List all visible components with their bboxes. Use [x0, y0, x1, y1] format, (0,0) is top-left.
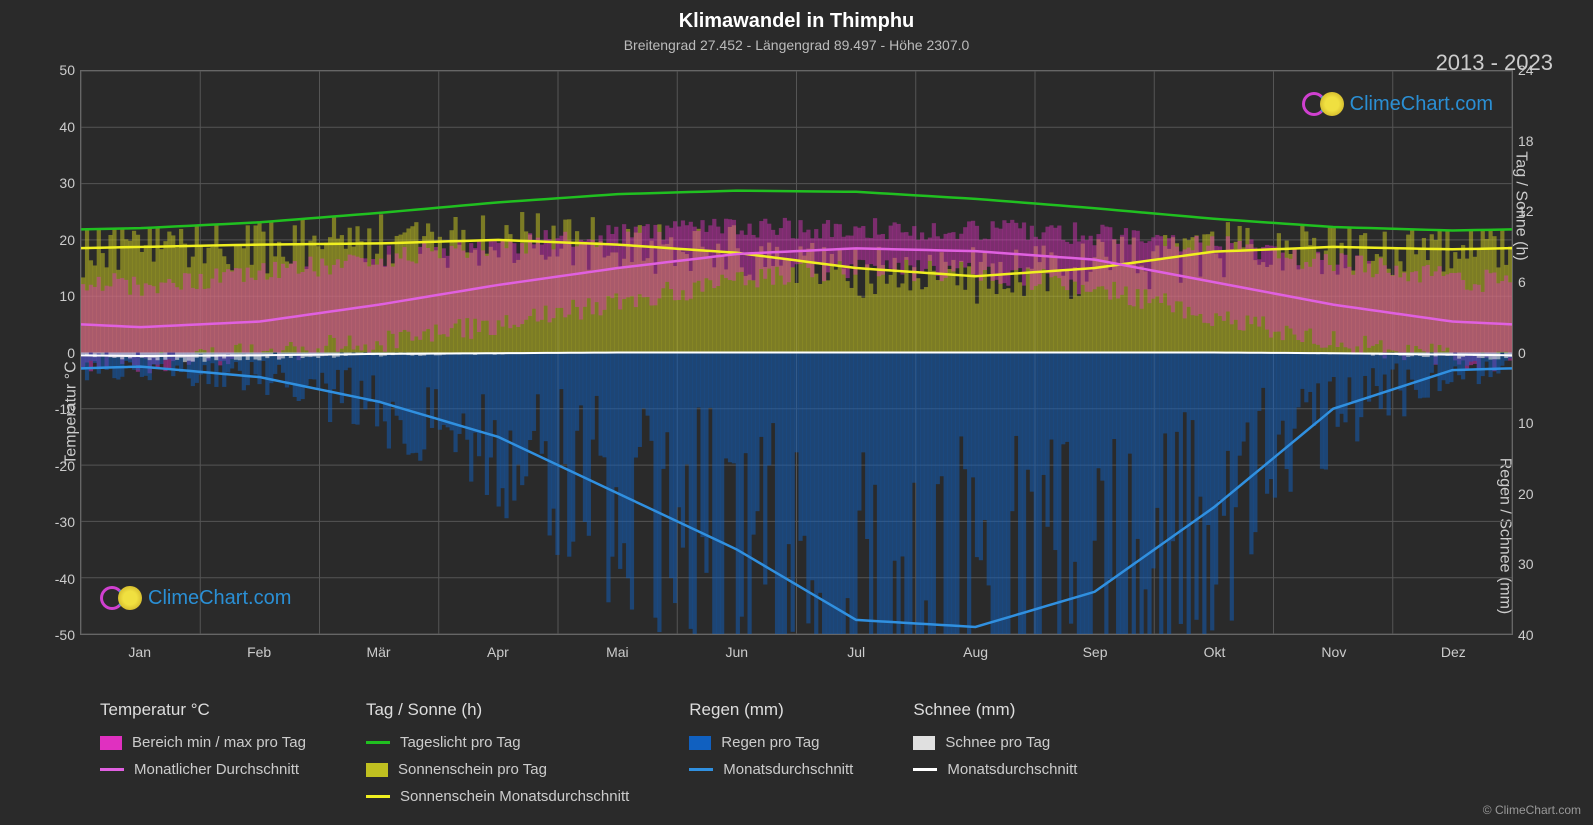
- legend-label: Tageslicht pro Tag: [400, 734, 521, 751]
- legend-label: Monatsdurchschnitt: [723, 761, 853, 778]
- tick-left: 20: [45, 232, 75, 248]
- legend-header: Regen (mm): [689, 700, 853, 720]
- tick-right: 24: [1518, 62, 1543, 78]
- grid-svg: [81, 71, 1512, 634]
- legend-item: Regen pro Tag: [689, 734, 853, 751]
- legend-swatch: [913, 736, 935, 750]
- tick-month: Jan: [128, 644, 151, 660]
- legend-item: Monatsdurchschnitt: [689, 761, 853, 778]
- tick-month: Mär: [366, 644, 390, 660]
- legend-label: Monatsdurchschnitt: [947, 761, 1077, 778]
- tick-right: 10: [1518, 415, 1543, 431]
- tick-month: Apr: [487, 644, 509, 660]
- legend: Temperatur °C Bereich min / max pro Tag Mo…: [100, 700, 1553, 805]
- lines-svg: [81, 71, 1512, 634]
- legend-item: Monatsdurchschnitt: [913, 761, 1077, 778]
- tick-right: 18: [1518, 133, 1543, 149]
- tick-left: -50: [45, 627, 75, 643]
- legend-header: Schnee (mm): [913, 700, 1077, 720]
- watermark-top: ClimeChart.com: [1302, 92, 1493, 116]
- legend-line: [913, 768, 937, 771]
- watermark-bottom: ClimeChart.com: [100, 586, 291, 610]
- legend-label: Sonnenschein pro Tag: [398, 761, 547, 778]
- legend-label: Sonnenschein Monatsdurchschnitt: [400, 788, 629, 805]
- tick-left: 40: [45, 119, 75, 135]
- legend-swatch: [366, 763, 388, 777]
- tick-month: Sep: [1083, 644, 1108, 660]
- legend-line: [689, 768, 713, 771]
- tick-month: Aug: [963, 644, 988, 660]
- chart-subtitle: Breitengrad 27.452 - Längengrad 89.497 -…: [0, 33, 1593, 53]
- legend-line: [100, 768, 124, 771]
- legend-group: Regen (mm) Regen pro Tag Monatsdurchschnit…: [689, 700, 853, 805]
- legend-header: Tag / Sonne (h): [366, 700, 629, 720]
- legend-line: [366, 795, 390, 798]
- legend-swatch: [100, 736, 122, 750]
- legend-header: Temperatur °C: [100, 700, 306, 720]
- legend-label: Monatlicher Durchschnitt: [134, 761, 299, 778]
- logo-sun-icon: [118, 586, 142, 610]
- tick-left: -40: [45, 571, 75, 587]
- plot-area: [80, 70, 1513, 635]
- tick-left: 50: [45, 62, 75, 78]
- tick-right: 30: [1518, 556, 1543, 572]
- climate-chart: Klimawandel in Thimphu Breitengrad 27.45…: [0, 0, 1593, 825]
- legend-item: Sonnenschein Monatsdurchschnitt: [366, 788, 629, 805]
- tick-right: 6: [1518, 274, 1543, 290]
- legend-label: Bereich min / max pro Tag: [132, 734, 306, 751]
- tick-month: Jun: [725, 644, 748, 660]
- watermark-text: ClimeChart.com: [1350, 93, 1493, 116]
- legend-group: Schnee (mm) Schnee pro Tag Monatsdurchschn…: [913, 700, 1077, 805]
- legend-item: Schnee pro Tag: [913, 734, 1077, 751]
- tick-left: 0: [45, 345, 75, 361]
- chart-title: Klimawandel in Thimphu: [0, 0, 1593, 33]
- tick-left: -20: [45, 458, 75, 474]
- tick-left: -10: [45, 401, 75, 417]
- legend-item: Bereich min / max pro Tag: [100, 734, 306, 751]
- tick-left: 30: [45, 175, 75, 191]
- logo-sun-icon: [1320, 92, 1344, 116]
- legend-item: Monatlicher Durchschnitt: [100, 761, 306, 778]
- tick-right: 20: [1518, 486, 1543, 502]
- tick-left: -30: [45, 514, 75, 530]
- tick-month: Mai: [606, 644, 629, 660]
- tick-month: Nov: [1321, 644, 1346, 660]
- legend-swatch: [689, 736, 711, 750]
- tick-month: Okt: [1204, 644, 1226, 660]
- legend-line: [366, 741, 390, 744]
- tick-right: 40: [1518, 627, 1543, 643]
- tick-month: Feb: [247, 644, 271, 660]
- copyright: © ClimeChart.com: [1483, 803, 1581, 817]
- legend-group: Temperatur °C Bereich min / max pro Tag Mo…: [100, 700, 306, 805]
- legend-label: Schnee pro Tag: [945, 734, 1050, 751]
- bars-svg: [81, 71, 1512, 634]
- tick-right: 0: [1518, 345, 1543, 361]
- legend-item: Sonnenschein pro Tag: [366, 761, 629, 778]
- tick-month: Dez: [1441, 644, 1466, 660]
- tick-month: Jul: [847, 644, 865, 660]
- legend-group: Tag / Sonne (h) Tageslicht pro Tag Sonnens…: [366, 700, 629, 805]
- watermark-text: ClimeChart.com: [148, 587, 291, 610]
- tick-left: 10: [45, 288, 75, 304]
- legend-label: Regen pro Tag: [721, 734, 819, 751]
- tick-right: 12: [1518, 203, 1543, 219]
- legend-item: Tageslicht pro Tag: [366, 734, 629, 751]
